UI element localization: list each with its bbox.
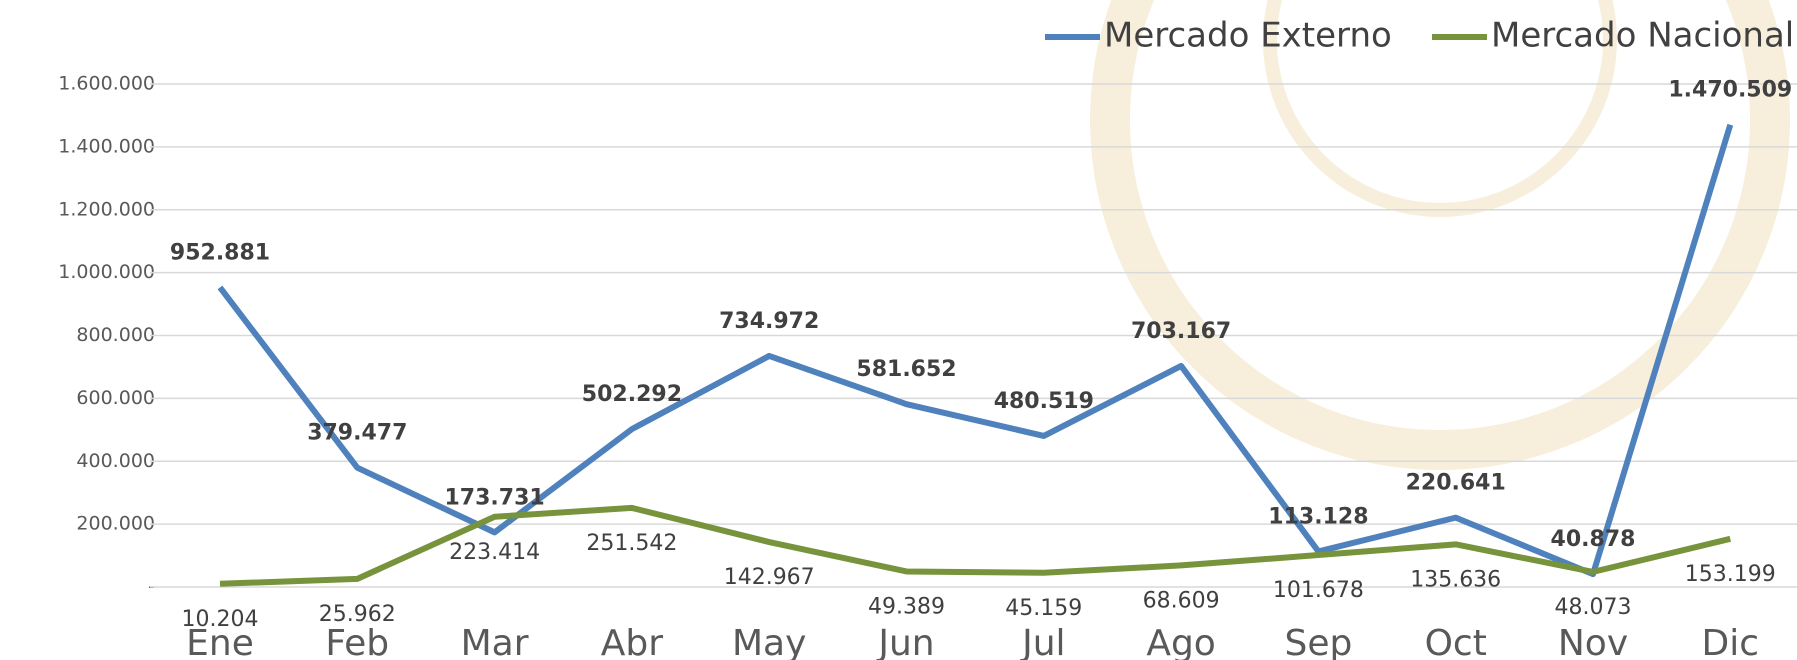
series-line bbox=[220, 508, 1730, 584]
data-label: 135.636 bbox=[1410, 567, 1501, 592]
chart: -200.000400.000600.000800.0001.000.0001.… bbox=[0, 0, 1797, 660]
data-label: 379.477 bbox=[307, 421, 407, 446]
y-tick-label: 1.400.000 bbox=[58, 135, 155, 157]
y-tick-label: 1.200.000 bbox=[58, 198, 155, 220]
y-tick-label: 1.600.000 bbox=[58, 73, 155, 95]
data-label: 153.199 bbox=[1685, 562, 1776, 587]
data-label: 220.641 bbox=[1406, 471, 1506, 496]
data-label: 40.878 bbox=[1551, 527, 1636, 552]
legend-label: Mercado Externo bbox=[1104, 16, 1392, 56]
data-label: 101.678 bbox=[1273, 578, 1364, 603]
x-tick-label: Jun bbox=[876, 623, 934, 660]
data-label: 25.962 bbox=[319, 602, 396, 627]
data-label: 113.128 bbox=[1268, 504, 1368, 529]
data-label: 502.292 bbox=[582, 382, 682, 407]
data-label: 173.731 bbox=[444, 485, 544, 510]
x-tick-label: Feb bbox=[325, 623, 389, 660]
data-label: 1.470.509 bbox=[1668, 78, 1792, 103]
x-tick-label: Ago bbox=[1146, 623, 1216, 660]
x-tick-label: May bbox=[732, 623, 806, 660]
data-label: 10.204 bbox=[182, 607, 259, 632]
x-tick-label: Dic bbox=[1702, 623, 1760, 660]
data-label: 68.609 bbox=[1143, 588, 1220, 613]
data-label: 703.167 bbox=[1131, 319, 1231, 344]
y-tick-label: 600.000 bbox=[76, 387, 155, 409]
watermark bbox=[1110, 0, 1770, 450]
x-tick-label: Sep bbox=[1284, 623, 1352, 660]
data-label: 48.073 bbox=[1555, 595, 1632, 620]
data-label: 223.414 bbox=[449, 540, 540, 565]
data-label: 45.159 bbox=[1005, 596, 1082, 621]
data-label: 952.881 bbox=[170, 240, 270, 265]
data-label: 251.542 bbox=[586, 531, 677, 556]
legend-label: Mercado Nacional bbox=[1491, 16, 1794, 56]
x-tick-label: Mar bbox=[461, 623, 529, 660]
x-tick-label: Abr bbox=[601, 623, 663, 660]
y-tick-label: 200.000 bbox=[76, 513, 155, 535]
y-tick-label: 1.000.000 bbox=[58, 261, 155, 283]
data-label: 581.652 bbox=[856, 357, 956, 382]
y-tick-label: 400.000 bbox=[76, 450, 155, 472]
data-label: 49.389 bbox=[868, 594, 945, 619]
data-label: 734.972 bbox=[719, 309, 819, 334]
x-tick-label: Oct bbox=[1425, 623, 1487, 660]
data-label: 142.967 bbox=[724, 565, 815, 590]
data-label: 480.519 bbox=[994, 389, 1094, 414]
x-tick-label: Jul bbox=[1020, 623, 1065, 660]
x-tick-label: Nov bbox=[1558, 623, 1628, 660]
y-tick-label: 800.000 bbox=[76, 324, 155, 346]
